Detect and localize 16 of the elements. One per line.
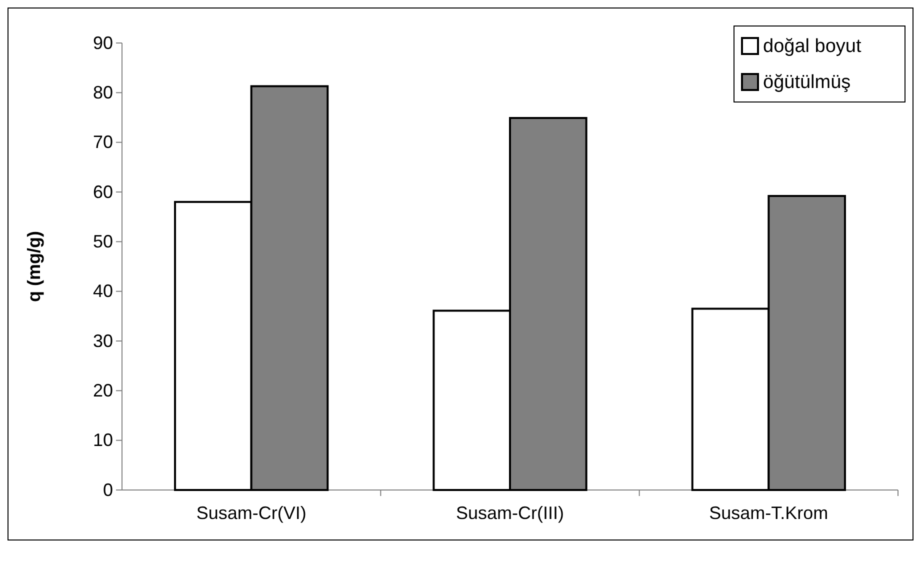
legend-label: doğal boyut	[763, 36, 862, 57]
y-tick-label: 20	[92, 380, 113, 400]
legend-label: öğütülmüş	[763, 72, 851, 93]
y-tick-label: 10	[92, 430, 113, 450]
y-tick-label: 50	[92, 231, 113, 252]
y-tick-label: 30	[92, 330, 113, 351]
y-tick-label: 60	[92, 182, 113, 202]
y-tick-label: 90	[92, 32, 113, 53]
y-tick-label: 70	[92, 132, 113, 152]
x-tick-label: Susam-Cr(III)	[456, 503, 564, 523]
y-tick-label: 80	[92, 82, 113, 102]
x-tick-label: Susam-T.Krom	[709, 503, 828, 523]
y-tick-label: 0	[102, 480, 113, 500]
y-axis-title: q (mg/g)	[24, 231, 44, 302]
x-tick-label: Susam-Cr(VI)	[196, 503, 306, 523]
y-tick-label: 40	[92, 281, 113, 302]
